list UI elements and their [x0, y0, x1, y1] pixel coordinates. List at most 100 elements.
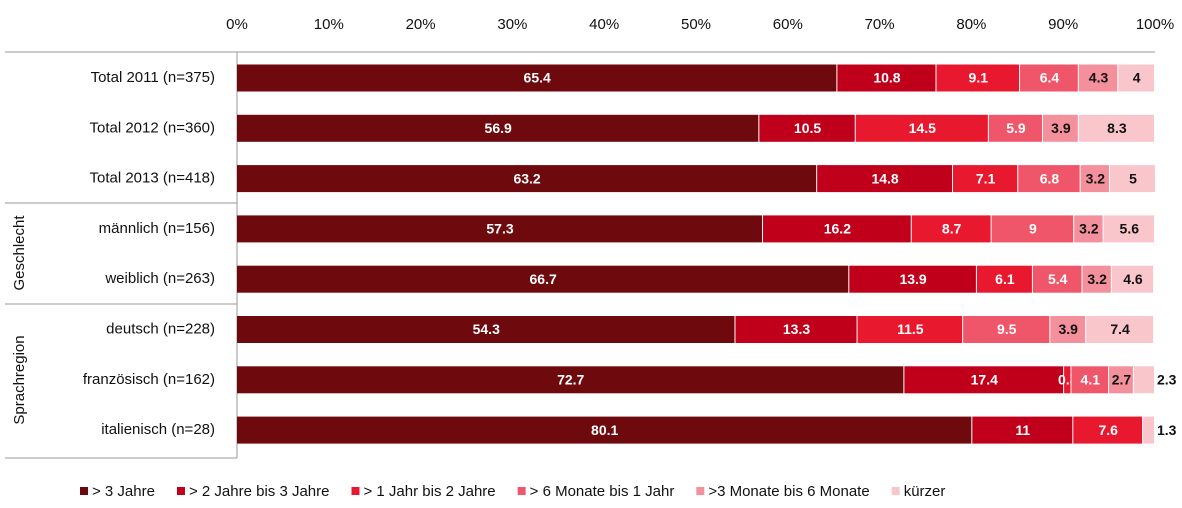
data-label: 5 [1129, 170, 1137, 186]
data-label: 7.4 [1110, 321, 1130, 337]
x-tick-label: 40% [589, 16, 619, 33]
bar-segment [1074, 215, 1103, 243]
data-label: 2.7 [1112, 372, 1132, 388]
data-label: 65.4 [524, 70, 551, 86]
data-label: 8.7 [942, 221, 962, 237]
legend-label: > 6 Monate bis 1 Jahr [530, 483, 675, 500]
bar-segment [963, 316, 1050, 343]
data-label: 1.3 [1157, 422, 1177, 438]
bar-segment [1133, 366, 1154, 394]
data-label: 17.4 [971, 372, 998, 388]
data-label: 9.1 [969, 70, 989, 86]
legend-label: > 3 Jahre [92, 483, 155, 500]
legend-label: > 2 Jahre bis 3 Jahre [189, 483, 330, 500]
data-label: 63.2 [513, 170, 540, 186]
y-tick-label: Total 2011 (n=375) [91, 69, 215, 86]
bar-segment [991, 215, 1074, 243]
x-tick-label: 0% [226, 16, 248, 33]
bar-segment [817, 165, 953, 193]
bar-segment [1032, 265, 1082, 293]
bar-segment [1111, 265, 1154, 293]
data-label: 5.9 [1006, 120, 1026, 136]
bar-segment [1018, 165, 1080, 193]
data-label: 13.3 [783, 321, 810, 337]
bar-segment [1080, 165, 1110, 193]
bar-segment [837, 64, 936, 92]
y-tick-label: weiblich (n=263) [104, 270, 215, 287]
bar-segment [857, 316, 963, 343]
bar-segment [237, 114, 759, 142]
bar-segment [953, 165, 1018, 193]
bar-segment [1050, 316, 1086, 343]
data-label: 5.6 [1120, 221, 1140, 237]
legend-marker [517, 487, 526, 495]
data-label: 11.5 [897, 321, 924, 337]
bar-segment [1109, 366, 1133, 394]
data-label: 4.1 [1081, 372, 1101, 388]
x-tick-label: 60% [773, 16, 803, 33]
legend-marker [696, 487, 705, 495]
group-label: Geschlecht [11, 215, 28, 291]
group-label: Sprachregion [11, 335, 28, 424]
data-label: 6.4 [1040, 70, 1060, 86]
data-label: 16.2 [824, 221, 851, 237]
data-label: 66.7 [530, 271, 557, 287]
bar-segment [1043, 114, 1078, 142]
data-label: 7.1 [976, 170, 996, 186]
data-label: 80.1 [591, 422, 618, 438]
data-label: 3.2 [1086, 170, 1106, 186]
bar-segment [759, 114, 855, 142]
bar-segment [1020, 64, 1078, 92]
data-label: 11 [1015, 422, 1030, 438]
legend-marker [176, 487, 185, 495]
y-tick-label: Total 2013 (n=418) [89, 170, 215, 187]
legend-marker [891, 487, 900, 495]
bar-segment [988, 114, 1043, 142]
legend-label: >3 Monate bis 6 Monate [708, 483, 869, 500]
data-label: 4.3 [1089, 70, 1109, 86]
legend-marker [80, 487, 88, 495]
bar-segment [237, 64, 837, 92]
bar-segment [936, 64, 1020, 92]
data-label: 3.9 [1051, 120, 1071, 136]
data-label: 4.6 [1123, 271, 1143, 287]
data-label: 10.8 [873, 70, 900, 86]
x-tick-label: 10% [314, 16, 344, 33]
y-tick-label: Total 2012 (n=360) [89, 119, 215, 136]
bar-segment [1110, 165, 1155, 193]
bar-segment [237, 416, 972, 444]
data-label: 56.9 [485, 120, 512, 136]
bar-segment [237, 215, 763, 243]
legend-label: kürzer [904, 483, 946, 500]
bar-segment [1086, 316, 1154, 343]
data-label: 54.3 [473, 321, 500, 337]
bar-segment [735, 316, 857, 343]
data-label: 10.5 [794, 120, 821, 136]
bar-segment [1118, 64, 1154, 92]
legend-label: > 1 Jahr bis 2 Jahre [363, 483, 495, 500]
data-label: 5.4 [1048, 271, 1068, 287]
x-tick-label: 100% [1136, 16, 1174, 33]
bar-segment [855, 114, 988, 142]
bar-segment [972, 416, 1073, 444]
x-tick-label: 20% [406, 16, 436, 33]
data-label: 9 [1029, 221, 1037, 237]
data-label: 6.8 [1040, 170, 1060, 186]
bar-segment [237, 366, 904, 394]
x-tick-label: 30% [497, 16, 527, 33]
y-tick-label: französisch (n=162) [83, 371, 215, 388]
bar-segment [237, 316, 735, 343]
data-label: 3.2 [1079, 221, 1099, 237]
bar-segment [1064, 366, 1071, 394]
y-tick-label: italienisch (n=28) [101, 421, 215, 438]
bar-segment [911, 215, 991, 243]
data-label: 3.9 [1059, 321, 1079, 337]
data-label: 4 [1133, 70, 1141, 86]
legend-marker [351, 487, 360, 495]
data-label: 57.3 [486, 221, 513, 237]
data-label: 6.1 [995, 271, 1015, 287]
bar-segment [1073, 416, 1143, 444]
bar-segment [1082, 265, 1111, 293]
x-tick-label: 70% [865, 16, 895, 33]
x-tick-label: 80% [956, 16, 986, 33]
